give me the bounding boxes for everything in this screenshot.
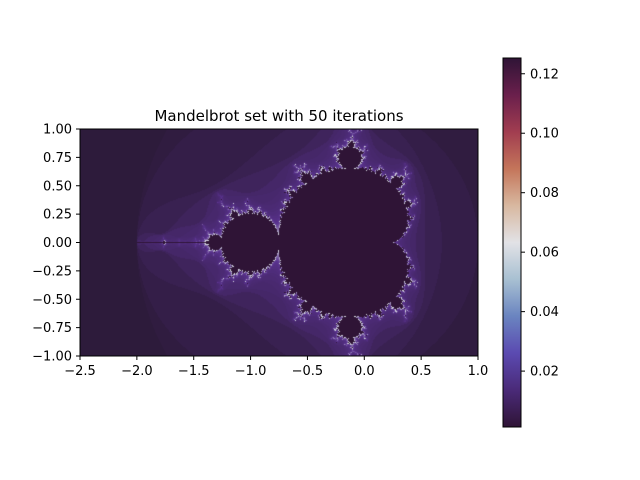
y-tick-label: −0.75 (32, 321, 72, 336)
x-tick-label: 0.5 (411, 364, 432, 379)
mandelbrot-heatmap (80, 129, 478, 356)
colorbar-axis: 0.02 0.04 0.06 0.08 0.10 0.12 (521, 67, 559, 380)
chart-title: Mandelbrot set with 50 iterations (154, 107, 403, 125)
x-axis: −2.5 −2.0 −1.5 −1.0 −0.5 0.0 0.5 1.0 (64, 356, 488, 379)
x-tick-label: −2.5 (64, 364, 96, 379)
x-tick-label: 1.0 (468, 364, 489, 379)
x-tick-label: 0.0 (354, 364, 375, 379)
y-tick-label: 0.50 (43, 179, 72, 194)
colorbar (502, 57, 522, 428)
colorbar-tick-label: 0.02 (530, 365, 559, 380)
y-tick-label: 0.00 (43, 236, 72, 251)
y-tick-label: 1.00 (43, 123, 72, 138)
y-tick-label: −0.25 (32, 264, 72, 279)
colorbar-tick-label: 0.12 (530, 67, 559, 82)
colorbar-tick-label: 0.08 (530, 186, 559, 201)
y-tick-label: 0.75 (43, 151, 72, 166)
y-axis: 1.00 0.75 0.50 0.25 0.00 −0.25 −0.50 −0.75 −1.00 (32, 123, 80, 365)
colorbar-tick-label: 0.04 (530, 305, 559, 320)
colorbar-tick-label: 0.10 (530, 127, 559, 142)
x-tick-label: −2.0 (121, 364, 153, 379)
x-tick-label: −1.5 (178, 364, 210, 379)
y-tick-label: −1.00 (32, 350, 72, 365)
y-tick-label: −0.50 (32, 293, 72, 308)
x-tick-label: −1.0 (235, 364, 267, 379)
y-tick-label: 0.25 (43, 208, 72, 223)
colorbar-tick-label: 0.06 (530, 246, 559, 261)
x-tick-label: −0.5 (292, 364, 324, 379)
